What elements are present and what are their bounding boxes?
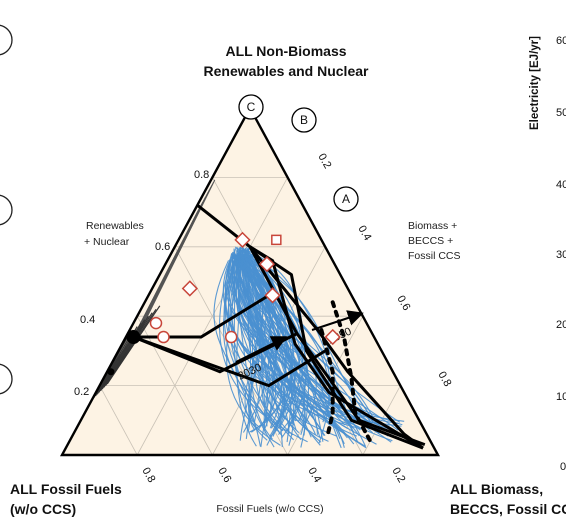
- scenario-pathway-line: [227, 257, 275, 448]
- scenario-pathway-line: [235, 256, 294, 432]
- scenario-pathway-line: [213, 260, 261, 447]
- left-axis-tick: 0.4: [80, 314, 95, 326]
- left-axis-tick: 0.6: [155, 241, 170, 253]
- bottom-axis-tick: 0.8: [139, 466, 157, 485]
- pathway-marker-label: A: [342, 192, 350, 206]
- historical-path-line: [106, 305, 161, 385]
- left-axis-label-line2: + Nuclear: [84, 236, 130, 248]
- right-panel-tick: 60: [556, 35, 566, 47]
- scenario-diamond-marker: [324, 328, 341, 346]
- right-corner-title-line2: BECCS, Fossil CCS: [450, 501, 566, 517]
- scenario-pathway-line: [237, 252, 251, 431]
- cropped-marker-circle: [0, 24, 13, 56]
- scenario-pathway-line: [247, 248, 321, 446]
- year-2050-boundary: [319, 328, 335, 440]
- pathway-marker-circle: [238, 94, 264, 120]
- right-panel-tick: 40: [556, 179, 566, 191]
- scenario-diamond-marker: [258, 256, 276, 273]
- start-point-marker: [126, 330, 141, 345]
- right-axis-label-line1: Biomass +: [408, 220, 457, 232]
- year-2030-arrow: [235, 336, 288, 363]
- scenario-pathway-line: [234, 246, 326, 437]
- scenario-pathway-line: [222, 249, 280, 433]
- right-panel-tick: 0: [560, 461, 566, 473]
- year-2050-arrow: [311, 310, 364, 331]
- key-pathway-line: [133, 294, 270, 339]
- scenario-circle-marker: [224, 330, 238, 344]
- left-corner-title-line1: ALL Fossil Fuels: [10, 481, 122, 497]
- cropped-marker-circle: [0, 363, 13, 395]
- historical-path-line: [94, 329, 134, 397]
- scenario-pathway-line: [239, 258, 269, 433]
- scenario-pathway-line: [224, 249, 402, 427]
- left-axis-tick: 0.8: [194, 169, 209, 181]
- gridline-left: [99, 385, 138, 456]
- scenario-circle-marker: [149, 316, 163, 330]
- right-panel-tick: 20: [556, 319, 566, 331]
- scenario-diamond-marker: [264, 287, 281, 304]
- right-panel-ylabel: Electricity [EJ/yr]: [529, 36, 541, 130]
- ternary-outline: [59, 105, 441, 457]
- right-axis-tick: 0.4: [355, 224, 373, 243]
- scenario-square-marker: [271, 234, 282, 246]
- key-pathway-line: [249, 245, 424, 450]
- left-axis-label-line1: Renewables: [86, 220, 144, 232]
- scenario-diamond-marker: [234, 231, 251, 248]
- left-axis-tick: 0.2: [74, 386, 89, 398]
- bottom-axis-tick: 0.6: [215, 466, 233, 485]
- right-panel-tick: 50: [556, 107, 566, 119]
- top-corner-title-line2: Renewables and Nuclear: [204, 63, 370, 79]
- right-axis-tick: 0.2: [315, 152, 333, 171]
- right-axis-label-line3: Fossil CCS: [408, 250, 461, 262]
- scenario-pathway-line: [242, 249, 277, 422]
- right-axis-tick: 0.6: [394, 294, 412, 313]
- right-panel-tick: 10: [556, 391, 566, 403]
- scenario-pathway-line: [228, 257, 295, 441]
- scenario-circle-marker: [157, 330, 170, 344]
- right-axis-tick: 0.8: [435, 370, 453, 389]
- pathway-marker-circle: [333, 186, 359, 212]
- right-panel-tick: 30: [556, 249, 566, 261]
- bottom-axis-label: Fossil Fuels (w/o CCS): [216, 503, 323, 515]
- cropped-marker-circle: [0, 194, 13, 226]
- pathway-marker-label: C: [247, 100, 256, 114]
- gridline-left: [136, 316, 213, 456]
- key-pathway-line: [132, 335, 326, 388]
- left-corner-title-line2: (w/o CCS): [10, 501, 76, 517]
- scenario-pathway-line: [237, 254, 325, 436]
- top-corner-title-line1: ALL Non-Biomass: [225, 43, 346, 59]
- pathway-marker-circle: [291, 107, 317, 133]
- year-2030-boundary: [330, 300, 373, 444]
- bottom-axis-tick: 0.2: [389, 466, 407, 485]
- right-corner-title-line1: ALL Biomass,: [450, 481, 543, 497]
- bottom-axis-tick: 0.4: [305, 466, 323, 485]
- pathway-marker-label: B: [300, 113, 308, 127]
- right-axis-label-line2: BECCS +: [408, 235, 453, 247]
- scenario-pathway-line: [238, 247, 307, 439]
- scenario-diamond-marker: [181, 280, 198, 297]
